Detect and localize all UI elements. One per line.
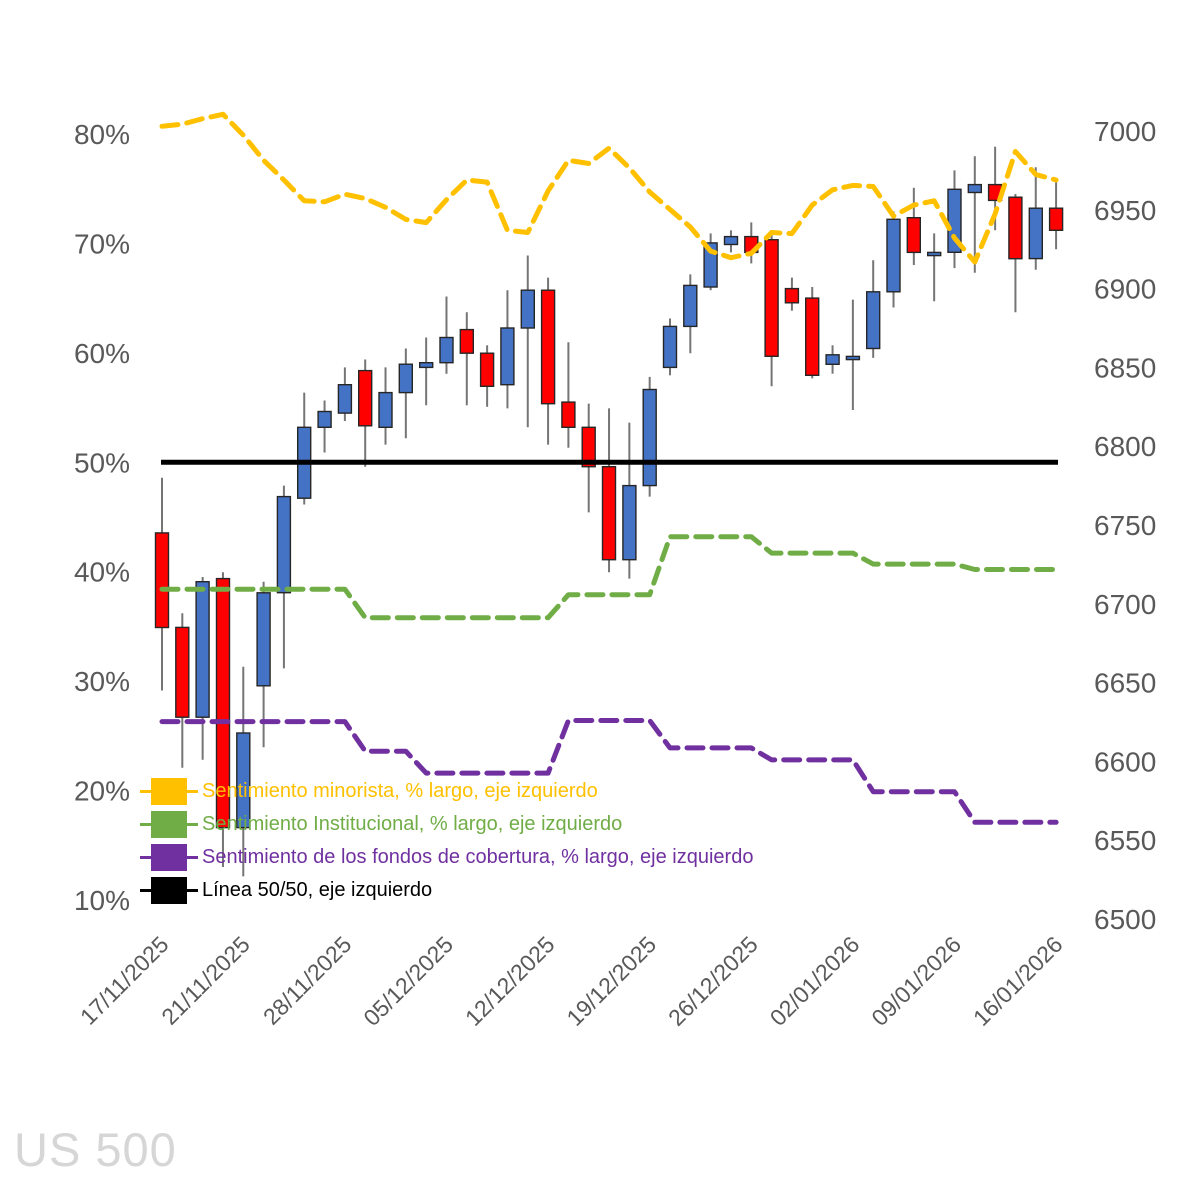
candle-body-up bbox=[256, 592, 271, 687]
x-axis-date-label: 21/11/2025 bbox=[156, 931, 255, 1030]
candle-body-up bbox=[317, 410, 332, 429]
legend-item-5050-line: Línea 50/50, eje izquierdo bbox=[140, 877, 753, 904]
legend-item-hedge-fund-sentiment: Sentimiento de los fondos de cobertura, … bbox=[140, 844, 753, 871]
candle-body-down bbox=[540, 289, 556, 405]
left-axis-tick-label: 20% bbox=[74, 776, 130, 807]
left-axis-tick-label: 40% bbox=[74, 557, 130, 588]
candle-body-down bbox=[154, 532, 170, 629]
candle-body-up bbox=[642, 388, 657, 487]
x-axis-date-label: 19/12/2025 bbox=[561, 931, 661, 1031]
right-axis-tick-label: 7000 bbox=[1094, 116, 1156, 147]
chart-legend: Sentimiento minorista, % largo, eje izqu… bbox=[140, 778, 753, 904]
left-axis-tick-label: 30% bbox=[74, 666, 130, 697]
left-axis-tick-label: 10% bbox=[74, 885, 130, 916]
institutional-sentiment-swatch-icon bbox=[140, 811, 198, 838]
candle-body-down bbox=[906, 216, 921, 254]
chart-watermark-title: US 500 bbox=[14, 1123, 177, 1176]
hedge-fund-sentiment-swatch-icon bbox=[140, 844, 198, 871]
candle-body-up bbox=[500, 327, 515, 386]
right-axis-tick-label: 6600 bbox=[1094, 746, 1156, 777]
candle-body-up bbox=[195, 581, 210, 718]
sentiment-line-1 bbox=[159, 534, 1059, 621]
candle-body-up bbox=[337, 384, 353, 414]
candle-body-up bbox=[866, 291, 881, 350]
x-axis-date-label: 16/01/2026 bbox=[968, 931, 1068, 1031]
candle-body-up bbox=[520, 289, 535, 329]
legend-label: Sentimiento Institucional, % largo, eje … bbox=[202, 813, 623, 835]
candle-body-up bbox=[723, 235, 739, 246]
x-axis-date-label: 26/12/2025 bbox=[663, 931, 763, 1031]
candle-body-down bbox=[784, 287, 800, 304]
5050-line-swatch-icon bbox=[140, 877, 198, 904]
candle-body-up bbox=[276, 495, 292, 594]
candle-body-down bbox=[601, 466, 617, 561]
legend-item-institutional-sentiment: Sentimiento Institucional, % largo, eje … bbox=[140, 811, 753, 838]
right-axis-tick-label: 6950 bbox=[1094, 195, 1156, 226]
candle-body-down bbox=[1008, 196, 1023, 260]
candle-body-down bbox=[581, 426, 596, 468]
x-axis-date-label: 12/12/2025 bbox=[460, 931, 560, 1031]
candle-body-up bbox=[845, 355, 861, 361]
left-axis-tick-label: 70% bbox=[74, 228, 130, 259]
legend-item-retail-sentiment: Sentimiento minorista, % largo, eje izqu… bbox=[140, 778, 753, 805]
x-axis-date-label: 02/01/2026 bbox=[765, 931, 865, 1031]
candle-body-down bbox=[479, 352, 495, 388]
right-axis-tick-label: 6550 bbox=[1094, 825, 1156, 856]
candle-body-down bbox=[459, 328, 474, 354]
right-axis-tick-label: 6850 bbox=[1094, 352, 1156, 383]
candle-body-up bbox=[378, 391, 393, 429]
candle-body-down bbox=[175, 626, 190, 718]
x-axis-date-label: 28/11/2025 bbox=[258, 931, 357, 1030]
candle-body-up bbox=[825, 354, 840, 365]
candle-body-down bbox=[561, 401, 576, 429]
legend-label: Sentimiento de los fondos de cobertura, … bbox=[202, 846, 754, 868]
candle-body-up bbox=[622, 484, 637, 561]
left-axis-tick-label: 80% bbox=[74, 119, 130, 150]
sentiment-line-0 bbox=[159, 111, 1059, 265]
candle-body-down bbox=[805, 297, 820, 377]
left-axis-tick-label: 50% bbox=[74, 447, 130, 478]
right-axis-tick-label: 6650 bbox=[1094, 668, 1156, 699]
right-axis-tick-label: 6800 bbox=[1094, 431, 1156, 462]
candle-body-up bbox=[927, 251, 942, 257]
candle-body-up bbox=[419, 362, 434, 369]
candle-body-down bbox=[358, 369, 373, 427]
candle-body-down bbox=[1048, 207, 1064, 231]
legend-label: Sentimiento minorista, % largo, eje izqu… bbox=[202, 780, 598, 802]
candle-body-up bbox=[662, 325, 678, 369]
candle-body-up bbox=[439, 336, 454, 364]
candle-body-up bbox=[1028, 207, 1044, 260]
right-axis-tick-label: 6500 bbox=[1094, 904, 1156, 935]
candle-body-up bbox=[236, 732, 251, 829]
right-axis-tick-label: 6900 bbox=[1094, 274, 1156, 305]
candle-body-down bbox=[764, 238, 779, 357]
right-axis-tick-label: 6700 bbox=[1094, 589, 1156, 620]
candle-body-down bbox=[215, 577, 231, 829]
x-axis-date-label: 09/01/2026 bbox=[866, 931, 966, 1031]
left-axis-tick-label: 60% bbox=[74, 338, 130, 369]
candle-body-up bbox=[683, 284, 698, 328]
candle-body-up bbox=[886, 218, 901, 293]
x-axis-date-label: 05/12/2025 bbox=[358, 931, 458, 1031]
right-axis-tick-label: 6750 bbox=[1094, 510, 1156, 541]
candle-body-up bbox=[967, 183, 982, 194]
candle-body-up bbox=[398, 363, 413, 394]
sentiment-line-2 bbox=[159, 718, 1059, 825]
legend-label: Línea 50/50, eje izquierdo bbox=[202, 879, 433, 901]
retail-sentiment-swatch-icon bbox=[140, 778, 198, 805]
